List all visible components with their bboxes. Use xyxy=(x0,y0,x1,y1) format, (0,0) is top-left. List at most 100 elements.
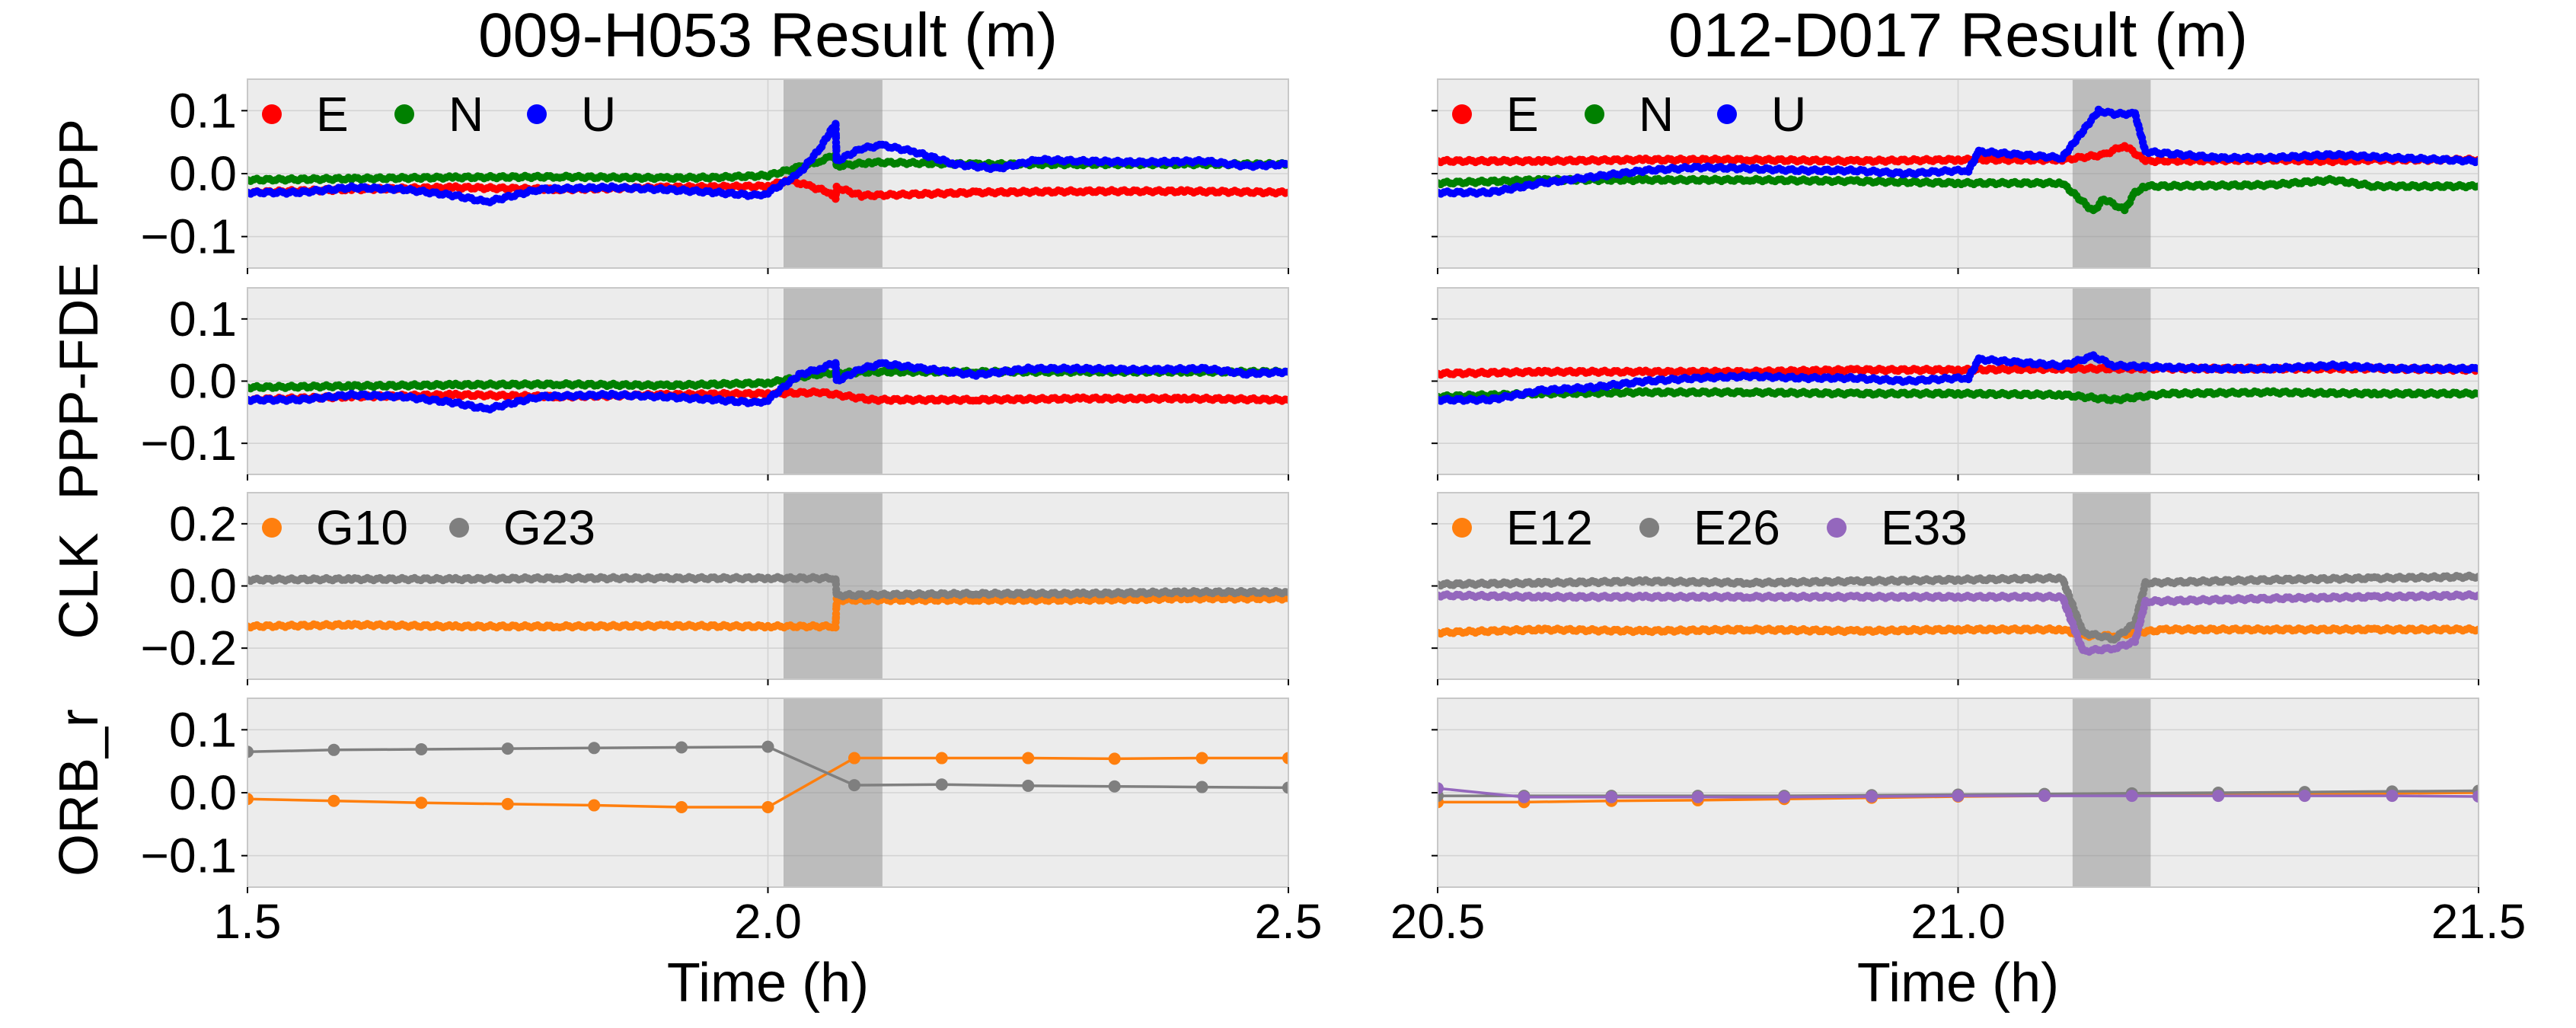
row-label: PPP-FDE xyxy=(49,262,110,500)
legend: G10 G23 xyxy=(262,500,595,555)
legend-item-n: N xyxy=(394,87,484,142)
series-u xyxy=(1438,105,2479,198)
legend-label: U xyxy=(1771,87,1806,142)
data-point xyxy=(847,779,860,792)
data-point xyxy=(1284,160,1288,168)
legend-item-g10: G10 xyxy=(262,500,408,555)
legend-marker xyxy=(1717,104,1737,124)
data-point xyxy=(761,740,774,753)
shaded-interval xyxy=(2072,79,2151,268)
data-point xyxy=(415,742,428,755)
data-point xyxy=(675,741,688,754)
data-point xyxy=(247,793,254,806)
series-group xyxy=(1438,351,2479,405)
panel-row-3: E12 E26 E33 xyxy=(1432,492,2479,685)
legend-label: U xyxy=(581,87,616,142)
row-label: ORB_r xyxy=(49,709,110,876)
data-point xyxy=(1195,781,1208,793)
data-point xyxy=(415,797,428,809)
data-point xyxy=(327,794,340,807)
y-tick-label: 0.0 xyxy=(169,559,237,614)
data-point xyxy=(847,752,860,765)
legend-item-e: E xyxy=(262,87,349,142)
legend-item-u: U xyxy=(527,87,616,142)
series-g23 xyxy=(247,573,1288,601)
data-point xyxy=(1022,752,1035,765)
data-point xyxy=(1284,594,1288,603)
series-group xyxy=(247,740,1288,814)
data-point xyxy=(327,743,340,756)
data-point xyxy=(1282,781,1288,794)
data-point xyxy=(588,742,601,755)
series-group xyxy=(247,120,1288,206)
row-label: PPP xyxy=(49,119,110,228)
series-g23 xyxy=(247,740,1288,794)
series-u xyxy=(247,120,1288,206)
data-point xyxy=(935,752,948,765)
y-tick-label: 0.1 xyxy=(169,83,237,138)
legend-item-u: U xyxy=(1717,87,1806,142)
data-point xyxy=(1282,752,1288,765)
legend-label: G10 xyxy=(316,500,408,555)
series-group xyxy=(1438,105,2479,215)
series-e12 xyxy=(1438,624,2479,641)
data-point xyxy=(588,799,601,812)
data-point xyxy=(501,797,514,810)
legend-marker xyxy=(1452,104,1472,124)
panel-clk: 0.2 0.0 −0.2 CLK G10 G23 xyxy=(49,492,1289,685)
data-point xyxy=(1284,588,1288,596)
y-tick-label: 0.0 xyxy=(169,354,237,409)
y-tick-label: 0.1 xyxy=(169,292,237,346)
x-tick-label: 2.5 xyxy=(1255,894,1323,949)
series-n xyxy=(1438,387,2479,404)
legend-label: N xyxy=(448,87,484,142)
data-point xyxy=(2474,157,2479,165)
legend-label: N xyxy=(1639,87,1674,142)
chart-title: 009-H053 Result (m) xyxy=(478,1,1058,70)
chart-title: 012-D017 Result (m) xyxy=(1668,1,2248,70)
series-u xyxy=(247,359,1288,413)
legend-marker xyxy=(394,104,414,124)
y-tick-label: 0.0 xyxy=(169,765,237,820)
data-point xyxy=(501,742,514,755)
legend-marker xyxy=(262,104,282,124)
series-g10 xyxy=(247,752,1288,814)
data-point xyxy=(1108,780,1121,793)
legend-marker xyxy=(449,518,469,538)
y-tick-label: 0.1 xyxy=(169,702,237,757)
data-point xyxy=(761,801,774,814)
legend-label: E xyxy=(316,87,349,142)
series-n xyxy=(1438,174,2479,215)
legend-marker xyxy=(1585,104,1604,124)
y-tick-label: −0.1 xyxy=(141,209,237,264)
shaded-interval xyxy=(2072,288,2151,474)
series-group xyxy=(1438,571,2479,656)
data-point xyxy=(247,745,254,758)
y-tick-label: 0.2 xyxy=(169,496,237,551)
data-point xyxy=(2474,389,2479,398)
y-tick-label: 0.0 xyxy=(169,146,237,201)
data-point xyxy=(935,778,948,791)
data-point xyxy=(2474,364,2479,373)
data-point xyxy=(2474,182,2479,190)
series-group xyxy=(247,359,1288,413)
legend-marker xyxy=(262,518,282,538)
panel-ppp: 0.1 0.0 −0.1 PPP E N U xyxy=(49,78,1289,274)
panel-row-2 xyxy=(1432,287,2479,480)
row-label: CLK xyxy=(49,532,110,639)
legend-label: E xyxy=(1506,87,1539,142)
data-point xyxy=(1195,752,1208,765)
legend-item-g23: G23 xyxy=(449,500,595,555)
x-axis-label: Time (h) xyxy=(667,953,869,1014)
legend-item-n: N xyxy=(1585,87,1674,142)
data-point xyxy=(1022,779,1035,792)
y-tick-label: −0.2 xyxy=(141,621,237,675)
legend-item-e: E xyxy=(1452,87,1539,142)
legend-marker xyxy=(527,104,547,124)
x-tick-label: 1.5 xyxy=(214,894,282,949)
